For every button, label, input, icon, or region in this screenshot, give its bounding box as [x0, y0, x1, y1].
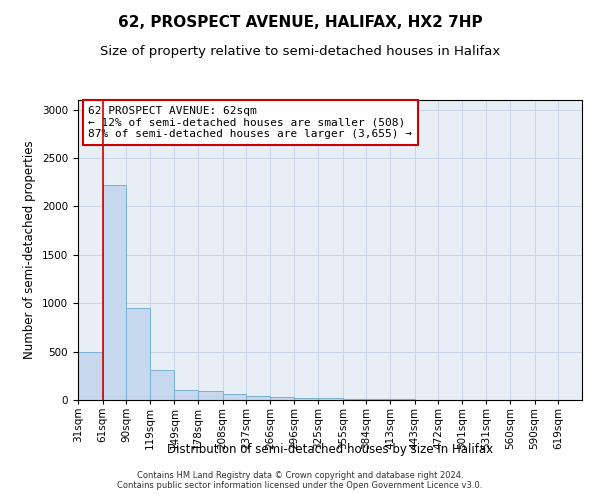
Bar	[103, 185, 126, 400]
Bar	[390, 399, 415, 400]
Bar	[78, 352, 103, 400]
Bar	[150, 370, 175, 400]
Text: Distribution of semi-detached houses by size in Halifax: Distribution of semi-detached houses by …	[167, 442, 493, 456]
Bar	[126, 308, 150, 400]
Text: 62 PROSPECT AVENUE: 62sqm
← 12% of semi-detached houses are smaller (508)
87% of: 62 PROSPECT AVENUE: 62sqm ← 12% of semi-…	[88, 106, 412, 139]
Bar	[198, 392, 223, 400]
Bar	[343, 398, 367, 400]
Bar	[318, 398, 343, 400]
Bar	[367, 399, 390, 400]
Bar	[295, 398, 318, 400]
Bar	[246, 396, 270, 400]
Text: Size of property relative to semi-detached houses in Halifax: Size of property relative to semi-detach…	[100, 45, 500, 58]
Bar	[175, 390, 198, 400]
Bar	[270, 397, 295, 400]
Y-axis label: Number of semi-detached properties: Number of semi-detached properties	[23, 140, 37, 360]
Text: Contains HM Land Registry data © Crown copyright and database right 2024.
Contai: Contains HM Land Registry data © Crown c…	[118, 470, 482, 490]
Bar	[223, 394, 246, 400]
Text: 62, PROSPECT AVENUE, HALIFAX, HX2 7HP: 62, PROSPECT AVENUE, HALIFAX, HX2 7HP	[118, 15, 482, 30]
